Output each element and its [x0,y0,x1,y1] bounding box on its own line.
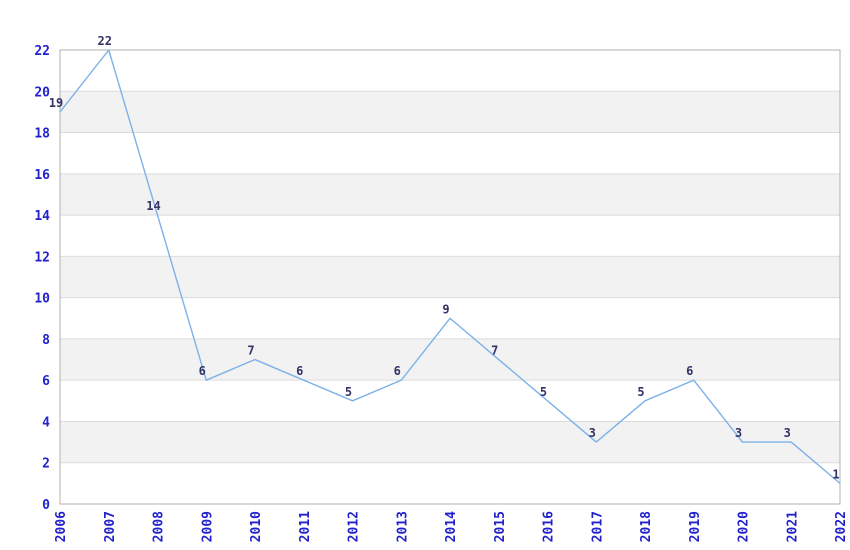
x-tick-label: 2009 [200,511,215,542]
data-point-label: 7 [491,344,498,358]
x-tick-label: 2017 [590,511,605,542]
x-tick-label: 2008 [152,511,167,542]
x-tick-label: 2006 [54,511,69,542]
data-point-label: 5 [637,385,644,399]
data-point-label: 6 [199,364,206,378]
alt-band [60,256,840,298]
data-point-label: 22 [98,34,112,48]
y-tick-label: 16 [34,168,50,183]
x-tick-label: 2022 [834,511,849,542]
x-tick-label: 2015 [493,511,508,542]
y-tick-label: 12 [34,250,50,265]
data-point-label: 14 [146,199,160,213]
data-point-label: 3 [735,426,742,440]
x-tick-label: 2019 [688,511,703,542]
y-tick-label: 4 [42,415,50,430]
data-point-label: 19 [49,96,63,110]
y-tick-label: 6 [42,374,50,389]
x-tick-label: 2018 [639,511,654,542]
y-tick-label: 14 [34,209,50,224]
data-point-label: 6 [394,364,401,378]
alt-band [60,173,840,216]
x-tick-label: 2012 [347,511,362,542]
alt-band [60,91,840,133]
data-point-label: 3 [589,426,596,440]
data-point-label: 5 [540,385,547,399]
data-point-label: 1 [832,467,839,481]
y-tick-label: 2 [42,457,50,472]
data-point-label: 3 [784,426,791,440]
x-tick-label: 2020 [737,511,752,542]
x-tick-label: 2013 [395,511,410,542]
y-tick-label: 10 [34,292,50,307]
x-tick-label: 2010 [249,511,264,542]
x-tick-label: 2014 [444,511,459,542]
y-tick-label: 22 [34,44,50,59]
x-tick-label: 2007 [103,511,118,542]
data-line [59,49,841,484]
y-tick-label: 8 [42,333,50,348]
y-tick-label: 0 [42,498,50,513]
y-tick-label: 18 [34,127,50,142]
data-point-label: 5 [345,385,352,399]
plot-border [59,49,841,505]
y-tick-label: 20 [34,85,50,100]
data-point-label: 6 [686,364,693,378]
data-point-label: 6 [296,364,303,378]
alt-band [60,421,840,463]
x-tick-label: 2021 [785,511,800,542]
x-tick-label: 2011 [298,511,313,542]
data-point-label: 7 [247,344,254,358]
x-tick-label: 2016 [542,511,557,542]
data-point-label: 9 [442,302,449,316]
alt-band [60,338,840,381]
